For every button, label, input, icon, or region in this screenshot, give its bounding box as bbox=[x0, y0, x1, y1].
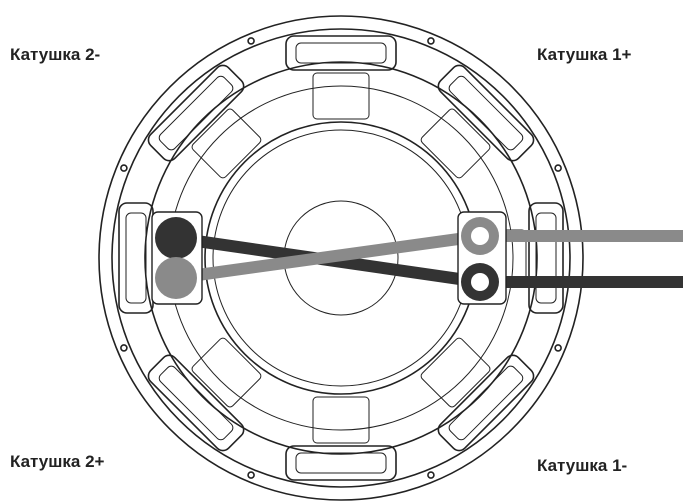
spoke bbox=[313, 73, 369, 119]
wires bbox=[176, 236, 683, 282]
terminal-1-plus-hole bbox=[471, 227, 489, 245]
slot-inner bbox=[536, 213, 556, 303]
slot-inner bbox=[126, 213, 146, 303]
vent-slot bbox=[286, 36, 396, 119]
slot-inner bbox=[296, 43, 386, 63]
slot-outer bbox=[145, 352, 247, 454]
slot-inner bbox=[447, 364, 525, 442]
slot-inner bbox=[447, 74, 525, 152]
slot-inner bbox=[296, 453, 386, 473]
spoke bbox=[419, 107, 491, 179]
label-coil-2-plus: Катушка 2+ bbox=[10, 452, 105, 471]
terminal-2-minus bbox=[155, 217, 197, 259]
spoke bbox=[190, 336, 262, 408]
terminal-2-plus bbox=[155, 257, 197, 299]
vent-slot bbox=[400, 62, 536, 198]
label-coil-1-plus: Катушка 1+ bbox=[537, 45, 632, 64]
slot-outer bbox=[529, 203, 563, 313]
slot-outer bbox=[435, 62, 537, 164]
screw-hole bbox=[248, 38, 254, 44]
screw-hole bbox=[121, 165, 127, 171]
slot-inner bbox=[157, 74, 235, 152]
slot-outer bbox=[145, 62, 247, 164]
slot-outer bbox=[435, 352, 537, 454]
vent-slot bbox=[145, 317, 281, 453]
spoke bbox=[190, 107, 262, 179]
label-coil-2-minus: Катушка 2- bbox=[10, 45, 100, 64]
screw-hole bbox=[555, 345, 561, 351]
screw-hole bbox=[428, 472, 434, 478]
screw-hole bbox=[121, 345, 127, 351]
terminal-1-minus-hole bbox=[471, 273, 489, 291]
slot-outer bbox=[286, 36, 396, 70]
vent-slot bbox=[400, 317, 536, 453]
slot-inner bbox=[157, 364, 235, 442]
speaker-wiring-diagram: Катушка 2- Катушка 1+ Катушка 2+ Катушка… bbox=[0, 0, 683, 504]
screw-hole bbox=[428, 38, 434, 44]
vent-slot bbox=[145, 62, 281, 198]
screw-hole bbox=[248, 472, 254, 478]
screw-hole bbox=[555, 165, 561, 171]
slot-outer bbox=[286, 446, 396, 480]
vent-slot bbox=[286, 397, 396, 480]
label-coil-1-minus: Катушка 1- bbox=[537, 456, 627, 475]
spoke bbox=[419, 336, 491, 408]
slot-outer bbox=[119, 203, 153, 313]
spoke bbox=[313, 397, 369, 443]
